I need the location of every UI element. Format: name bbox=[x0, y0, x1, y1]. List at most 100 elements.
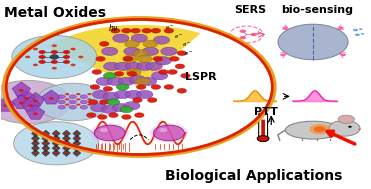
Text: $e^-$: $e^-$ bbox=[165, 24, 174, 32]
Circle shape bbox=[142, 28, 151, 33]
Circle shape bbox=[348, 126, 352, 128]
Circle shape bbox=[76, 93, 81, 95]
Circle shape bbox=[44, 142, 47, 144]
Polygon shape bbox=[42, 90, 60, 104]
Wedge shape bbox=[46, 25, 200, 87]
Text: $e^-$: $e^-$ bbox=[184, 50, 193, 58]
Circle shape bbox=[129, 75, 145, 84]
Circle shape bbox=[153, 125, 184, 141]
Circle shape bbox=[39, 50, 45, 54]
Polygon shape bbox=[32, 135, 39, 142]
Text: $h\nu$: $h\nu$ bbox=[108, 22, 119, 33]
Circle shape bbox=[282, 26, 288, 29]
Circle shape bbox=[91, 123, 129, 143]
Circle shape bbox=[69, 105, 76, 109]
Circle shape bbox=[87, 104, 92, 106]
Circle shape bbox=[136, 78, 150, 85]
Circle shape bbox=[136, 84, 146, 89]
Circle shape bbox=[104, 92, 120, 101]
Circle shape bbox=[116, 84, 129, 90]
Polygon shape bbox=[32, 150, 39, 156]
Circle shape bbox=[75, 152, 79, 154]
FancyBboxPatch shape bbox=[261, 120, 265, 137]
Circle shape bbox=[34, 142, 37, 144]
Circle shape bbox=[14, 122, 99, 165]
Circle shape bbox=[131, 34, 147, 42]
Circle shape bbox=[159, 128, 167, 132]
Circle shape bbox=[80, 100, 88, 104]
Circle shape bbox=[170, 56, 179, 61]
Circle shape bbox=[150, 123, 188, 143]
Circle shape bbox=[44, 133, 47, 134]
Circle shape bbox=[63, 60, 70, 64]
Circle shape bbox=[137, 62, 153, 70]
Circle shape bbox=[63, 50, 70, 54]
Polygon shape bbox=[73, 150, 81, 156]
Circle shape bbox=[65, 147, 68, 149]
Circle shape bbox=[70, 64, 76, 66]
Circle shape bbox=[329, 120, 360, 136]
Circle shape bbox=[52, 67, 57, 70]
Circle shape bbox=[65, 104, 69, 106]
Circle shape bbox=[126, 62, 142, 70]
Polygon shape bbox=[26, 92, 45, 107]
Circle shape bbox=[338, 26, 344, 29]
Circle shape bbox=[107, 99, 120, 105]
Circle shape bbox=[94, 125, 125, 141]
Text: $e^-$: $e^-$ bbox=[174, 33, 184, 41]
Polygon shape bbox=[52, 140, 60, 147]
Circle shape bbox=[120, 106, 133, 113]
Polygon shape bbox=[62, 140, 70, 147]
Circle shape bbox=[103, 86, 113, 91]
Circle shape bbox=[24, 97, 29, 100]
Circle shape bbox=[36, 83, 110, 121]
Circle shape bbox=[44, 137, 47, 139]
Circle shape bbox=[52, 44, 57, 47]
Circle shape bbox=[58, 95, 65, 99]
Circle shape bbox=[58, 100, 65, 104]
Circle shape bbox=[143, 40, 158, 48]
Circle shape bbox=[124, 102, 140, 110]
Circle shape bbox=[113, 104, 129, 112]
Circle shape bbox=[65, 142, 68, 144]
Circle shape bbox=[75, 133, 79, 134]
Circle shape bbox=[107, 77, 124, 85]
Text: LSPR: LSPR bbox=[186, 72, 217, 82]
Ellipse shape bbox=[285, 121, 341, 139]
Circle shape bbox=[50, 55, 59, 59]
Circle shape bbox=[92, 70, 102, 74]
Circle shape bbox=[127, 71, 137, 76]
Circle shape bbox=[54, 133, 58, 134]
Polygon shape bbox=[42, 130, 50, 137]
Circle shape bbox=[98, 115, 107, 119]
Circle shape bbox=[161, 47, 177, 56]
Circle shape bbox=[135, 113, 144, 118]
Polygon shape bbox=[42, 135, 50, 142]
Circle shape bbox=[115, 62, 131, 70]
Polygon shape bbox=[42, 140, 50, 147]
Polygon shape bbox=[12, 95, 30, 109]
Circle shape bbox=[54, 147, 58, 149]
Circle shape bbox=[65, 152, 68, 154]
Polygon shape bbox=[22, 97, 40, 111]
Circle shape bbox=[86, 113, 96, 118]
Circle shape bbox=[49, 97, 54, 100]
Circle shape bbox=[358, 129, 361, 130]
Circle shape bbox=[111, 28, 120, 33]
Circle shape bbox=[314, 126, 326, 132]
Circle shape bbox=[114, 71, 124, 76]
Circle shape bbox=[78, 56, 83, 58]
Text: bio-sensing: bio-sensing bbox=[281, 5, 353, 15]
Circle shape bbox=[33, 64, 38, 66]
Circle shape bbox=[155, 57, 171, 65]
Circle shape bbox=[355, 33, 360, 36]
Circle shape bbox=[54, 137, 58, 139]
Circle shape bbox=[34, 152, 37, 154]
Polygon shape bbox=[12, 82, 30, 96]
Circle shape bbox=[76, 104, 81, 106]
Circle shape bbox=[124, 56, 133, 61]
Circle shape bbox=[109, 113, 118, 118]
Circle shape bbox=[177, 88, 187, 93]
Circle shape bbox=[122, 115, 131, 119]
Circle shape bbox=[131, 28, 140, 33]
